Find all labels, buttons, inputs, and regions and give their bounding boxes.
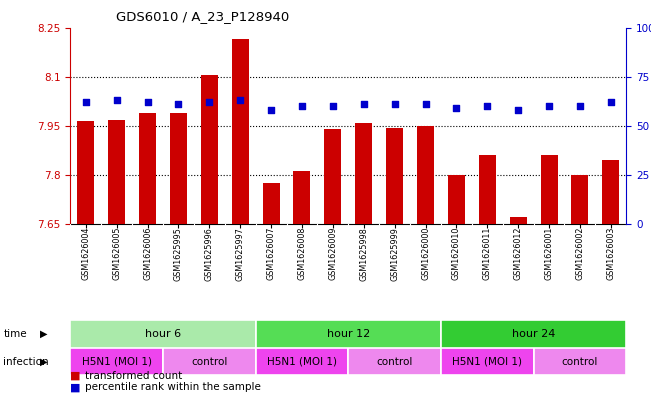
FancyBboxPatch shape <box>348 348 441 375</box>
Text: ▶: ▶ <box>40 356 48 367</box>
Text: GDS6010 / A_23_P128940: GDS6010 / A_23_P128940 <box>116 10 289 23</box>
Text: infection: infection <box>3 356 49 367</box>
Point <box>143 99 153 105</box>
Point <box>605 99 616 105</box>
Text: control: control <box>191 356 227 367</box>
FancyBboxPatch shape <box>256 320 441 348</box>
Bar <box>77 121 94 224</box>
Text: hour 12: hour 12 <box>327 329 370 339</box>
Bar <box>417 126 434 224</box>
Bar <box>108 120 125 224</box>
Point <box>235 97 245 103</box>
Point <box>81 99 91 105</box>
Text: GSM1626000: GSM1626000 <box>421 227 430 280</box>
Point <box>327 103 338 109</box>
Bar <box>324 129 341 224</box>
Point <box>173 101 184 107</box>
Text: GSM1626007: GSM1626007 <box>266 227 275 280</box>
Text: ■: ■ <box>70 371 81 381</box>
FancyBboxPatch shape <box>534 348 626 375</box>
Point <box>389 101 400 107</box>
Bar <box>355 123 372 224</box>
Bar <box>201 75 218 224</box>
Text: hour 24: hour 24 <box>512 329 555 339</box>
Point <box>204 99 214 105</box>
Bar <box>386 129 403 224</box>
Bar <box>478 154 496 224</box>
Bar <box>294 171 311 224</box>
Text: GSM1626001: GSM1626001 <box>544 227 553 280</box>
Text: GSM1625995: GSM1625995 <box>174 227 183 281</box>
Point <box>544 103 554 109</box>
Text: GSM1626008: GSM1626008 <box>298 227 307 280</box>
Bar <box>510 217 527 224</box>
Bar <box>540 154 557 224</box>
Point <box>297 103 307 109</box>
Point <box>266 107 276 113</box>
Bar <box>139 113 156 224</box>
Bar <box>232 39 249 224</box>
Point <box>451 105 462 111</box>
Text: control: control <box>376 356 413 367</box>
Text: ■: ■ <box>70 382 81 393</box>
Bar <box>262 183 279 224</box>
Text: GSM1626010: GSM1626010 <box>452 227 461 280</box>
Text: transformed count: transformed count <box>85 371 182 381</box>
Text: GSM1626003: GSM1626003 <box>606 227 615 280</box>
Bar <box>170 113 187 224</box>
FancyBboxPatch shape <box>163 348 256 375</box>
Text: GSM1626006: GSM1626006 <box>143 227 152 280</box>
Text: GSM1625996: GSM1625996 <box>205 227 214 281</box>
FancyBboxPatch shape <box>441 348 534 375</box>
Text: GSM1626012: GSM1626012 <box>514 227 523 280</box>
Text: control: control <box>562 356 598 367</box>
Text: GSM1626002: GSM1626002 <box>575 227 585 280</box>
Text: hour 6: hour 6 <box>145 329 181 339</box>
Point <box>482 103 492 109</box>
FancyBboxPatch shape <box>256 348 348 375</box>
FancyBboxPatch shape <box>70 348 163 375</box>
Text: GSM1625999: GSM1625999 <box>390 227 399 281</box>
Text: GSM1626011: GSM1626011 <box>483 227 492 280</box>
Bar <box>448 175 465 224</box>
Text: GSM1626004: GSM1626004 <box>81 227 90 280</box>
Point <box>575 103 585 109</box>
Point <box>359 101 369 107</box>
Point <box>421 101 431 107</box>
Text: H5N1 (MOI 1): H5N1 (MOI 1) <box>81 356 152 367</box>
Bar <box>572 175 589 224</box>
Text: GSM1626009: GSM1626009 <box>328 227 337 280</box>
Text: time: time <box>3 329 27 339</box>
FancyBboxPatch shape <box>441 320 626 348</box>
Text: GSM1625998: GSM1625998 <box>359 227 368 281</box>
Bar <box>602 160 619 224</box>
FancyBboxPatch shape <box>70 320 256 348</box>
Point <box>111 97 122 103</box>
Text: H5N1 (MOI 1): H5N1 (MOI 1) <box>452 356 522 367</box>
Text: GSM1625997: GSM1625997 <box>236 227 245 281</box>
Text: H5N1 (MOI 1): H5N1 (MOI 1) <box>267 356 337 367</box>
Point <box>513 107 523 113</box>
Text: GSM1626005: GSM1626005 <box>112 227 121 280</box>
Text: percentile rank within the sample: percentile rank within the sample <box>85 382 260 393</box>
Text: ▶: ▶ <box>40 329 48 339</box>
